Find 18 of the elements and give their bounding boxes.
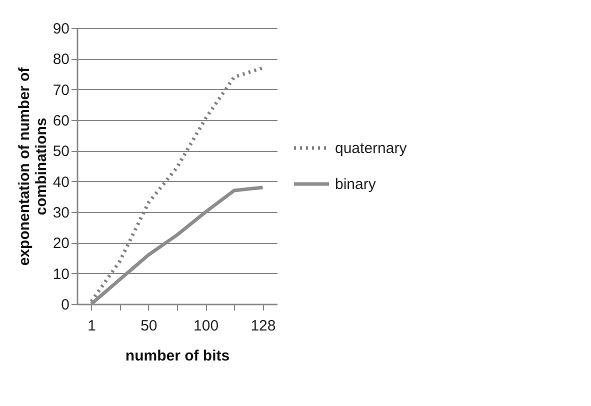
x-tick-label: 100 [194,318,219,334]
y-tick-label: 30 [52,204,70,222]
y-tick-label: 40 [52,174,70,191]
legend-label: binary [335,176,376,193]
y-tick-label: 50 [52,143,70,160]
x-tick-label: 50 [140,318,158,334]
y-tick-label: 70 [52,82,70,99]
y-axis-title: exponentation of number of combinations [16,66,50,266]
x-tick-label: 128 [250,318,276,334]
x-tick-label: 1 [88,318,96,334]
legend-label: quaternary [335,140,408,157]
x-axis-title: number of bits [125,348,230,364]
y-tick-label: 60 [52,112,70,130]
y-tick-label: 20 [52,235,70,252]
y-tick-label: 0 [61,296,70,314]
y-tick-label: 10 [52,266,70,283]
y-tick-label: 90 [52,20,70,38]
y-tick-label: 80 [52,51,70,68]
